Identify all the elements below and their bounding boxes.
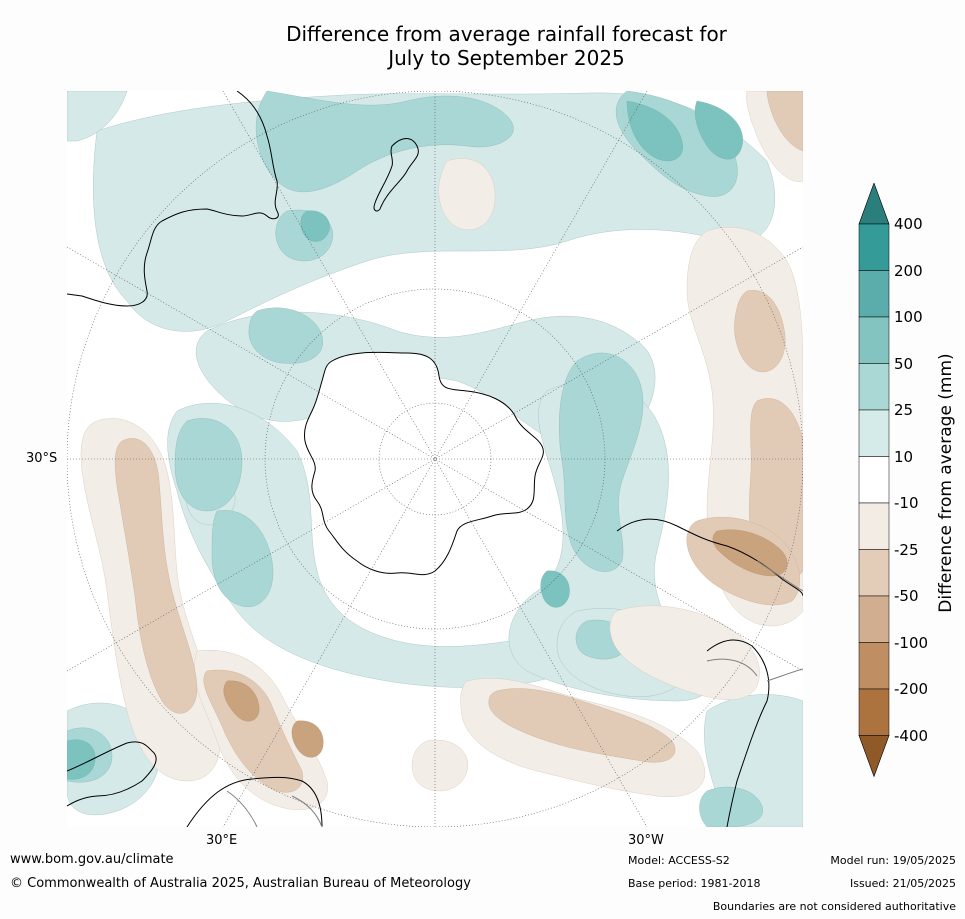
africa-coastline-south [186,776,323,827]
graticule [67,91,803,827]
colorbar-segment [858,502,890,550]
colorbar-segment [858,316,890,364]
antarctica-landmass [304,351,544,576]
colorbar-segment [858,549,890,597]
australia-coastline [67,91,279,307]
colorbar-tick-label: 100 [894,308,923,326]
lat-label-30s: 30°S [26,451,58,466]
footer-copyright: © Commonwealth of Australia 2025, Austra… [10,876,471,891]
colorbar [858,183,890,778]
new-zealand-coastline [373,138,419,212]
colorbar-tick-label: -50 [894,587,919,605]
colorbar-tick-label: -10 [894,494,919,512]
lon-label-30w: 30°W [628,833,664,848]
chart-title: Difference from average rainfall forecas… [0,22,965,70]
footer-url: www.bom.gov.au/climate [10,852,174,867]
dry-anomaly-strong [223,529,788,758]
colorbar-tick-label: 10 [894,447,914,466]
dry-anomaly-mid [114,91,803,793]
colorbar-segment [858,456,890,504]
colorbar-extend-top [858,183,890,225]
footer-disclaimer: Boundaries are not considered authoritat… [712,900,956,913]
colorbar-segment [858,409,890,457]
footer-issued: Issued: 21/05/2025 [849,877,956,890]
colorbar-tick-label: 400 [894,215,923,233]
colorbar-tick-label: 200 [894,261,923,280]
title-line-2: July to September 2025 [388,46,625,70]
footer-model-run: Model run: 19/05/2025 [830,854,956,867]
colorbar-tick-label: 50 [894,354,914,373]
colorbar-tick-label: -100 [894,633,929,652]
footer-model: Model: ACCESS-S2 [628,854,730,867]
colorbar-segment [858,223,890,271]
colorbar-label: Difference from average (mm) [936,353,956,613]
footer-base-period: Base period: 1981-2018 [628,877,761,890]
colorbar-segment [858,270,890,318]
lon-label-30e: 30°E [206,833,238,848]
south-america-coastline [616,518,803,597]
colorbar-tick-label: 25 [894,401,914,419]
atlantic-coastline [706,639,770,827]
colorbar-segment [858,642,890,690]
title-line-1: Difference from average rainfall forecas… [286,22,727,46]
country-borders [226,560,803,827]
colorbar-segment [858,688,890,736]
wet-anomaly-strong [67,100,743,780]
colorbar-segment [858,595,890,643]
colorbar-tick-label: -25 [894,540,919,559]
rainfall-anomaly-map [67,91,803,827]
colorbar-tick-label: -200 [894,680,929,698]
colorbar-segment [858,363,890,411]
colorbar-tick-label: -400 [894,726,929,745]
africa-coastline [67,741,157,807]
colorbar-extend-bottom [858,735,890,778]
